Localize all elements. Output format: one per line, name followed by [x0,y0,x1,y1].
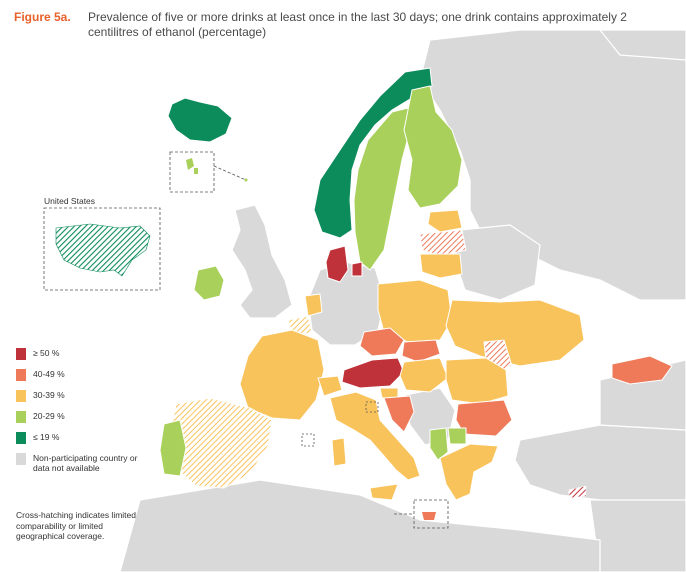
country-united-states [55,223,151,277]
legend-swatch [16,348,26,360]
legend-label: 30-39 % [33,390,65,400]
legend-swatch [16,411,26,423]
us-inset-label: United States [44,196,96,206]
legend-swatch [16,369,26,381]
faroe-inset [169,151,248,193]
legend-label: 20-29 % [33,411,65,421]
country-ukraine [445,299,585,367]
footnote: Cross-hatching indicates limited compara… [16,510,136,541]
country-georgia [611,355,673,385]
figure-title: Prevalence of five or more drinks at lea… [88,10,627,39]
legend-label: Non-participating country or data not av… [33,453,138,473]
legend-swatch [16,390,26,402]
na-land [119,29,686,572]
malta-inset [394,499,449,529]
legend-swatch [16,453,26,465]
country-estonia [427,209,463,233]
country-croatia [383,395,415,433]
country-denmark [325,245,349,283]
country-france [239,329,325,421]
country-latvia [419,229,467,257]
country-slovakia [401,339,441,363]
figure-label: Figure 5a. [14,10,71,24]
country-italy [329,391,421,481]
country-austria [341,357,405,389]
country-bulgaria [455,399,513,437]
country-spain [171,397,273,489]
country-hungary [399,357,449,393]
legend-label: 40-49 % [33,369,65,379]
country-finland [403,85,463,209]
legend-label: ≤ 19 % [33,432,60,442]
legend-swatch [16,432,26,444]
country-netherlands [304,293,323,317]
country-albania [429,427,449,461]
country-portugal [159,419,187,477]
legend-label: ≥ 50 % [33,348,60,358]
country-romania [445,357,509,405]
country-ireland [193,265,225,301]
us-inset [43,207,161,291]
country-czechia [359,327,405,357]
country-north-macedonia [447,427,467,445]
country-poland [377,279,453,343]
country-switzerland [317,375,343,397]
country-slovenia [379,387,399,399]
country-iceland [167,97,233,143]
country-cyprus [567,485,587,499]
country-lithuania [419,253,463,279]
country-greece [439,443,499,501]
